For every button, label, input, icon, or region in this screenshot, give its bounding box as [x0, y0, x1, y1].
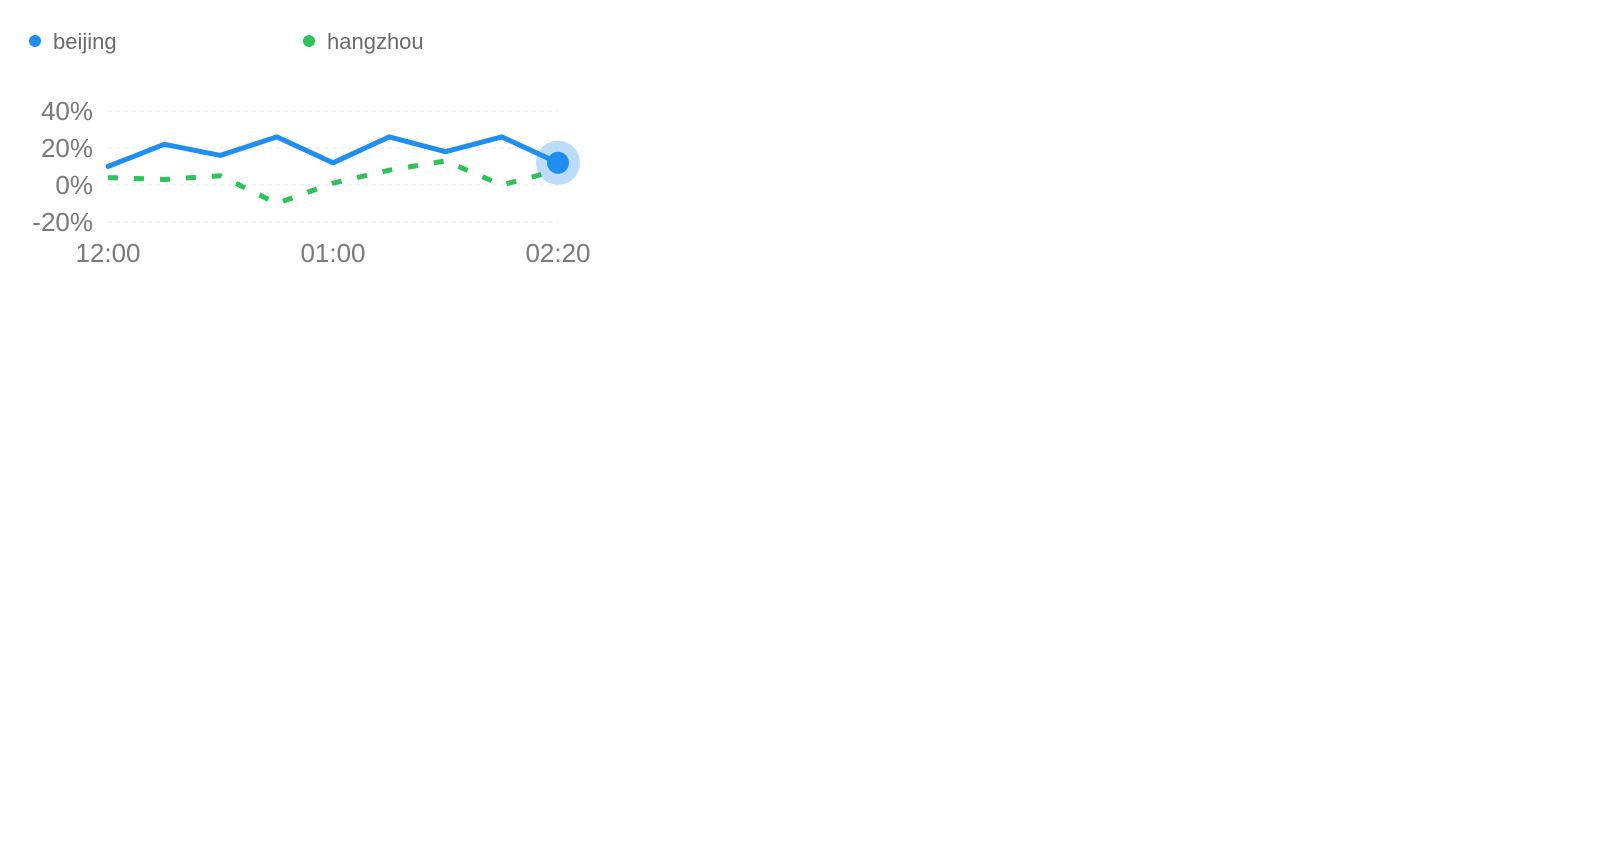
- series-line-beijing: [105, 134, 561, 169]
- legend-marker: [303, 35, 315, 47]
- y-tick-label: -20%: [32, 207, 93, 237]
- legend-label: beijing: [53, 29, 117, 54]
- active-point[interactable]: [547, 151, 569, 174]
- legend-item-hangzhou[interactable]: hangzhou: [303, 29, 424, 54]
- series-layer: [105, 134, 580, 206]
- series-line-hangzhou: [107, 158, 559, 206]
- y-tick-label: 0%: [55, 170, 93, 200]
- x-tick-label: 02:20: [525, 238, 590, 268]
- legend-item-beijing[interactable]: beijing: [29, 29, 117, 54]
- x-tick-label: 01:00: [300, 238, 365, 268]
- y-axis: 40% 20% 0% -20%: [32, 96, 93, 237]
- y-tick-label: 40%: [41, 96, 93, 126]
- legend-marker: [29, 35, 41, 47]
- line-chart: 40% 20% 0% -20% 12:00 01:00 02:20 beijing hang…: [29, 29, 591, 268]
- y-tick-label: 20%: [41, 133, 93, 163]
- legend-label: hangzhou: [327, 29, 424, 54]
- legend[interactable]: beijing hangzhou: [29, 29, 424, 54]
- x-axis: 12:00 01:00 02:20: [75, 238, 590, 268]
- x-tick-label: 12:00: [75, 238, 140, 268]
- grid: [108, 110, 558, 223]
